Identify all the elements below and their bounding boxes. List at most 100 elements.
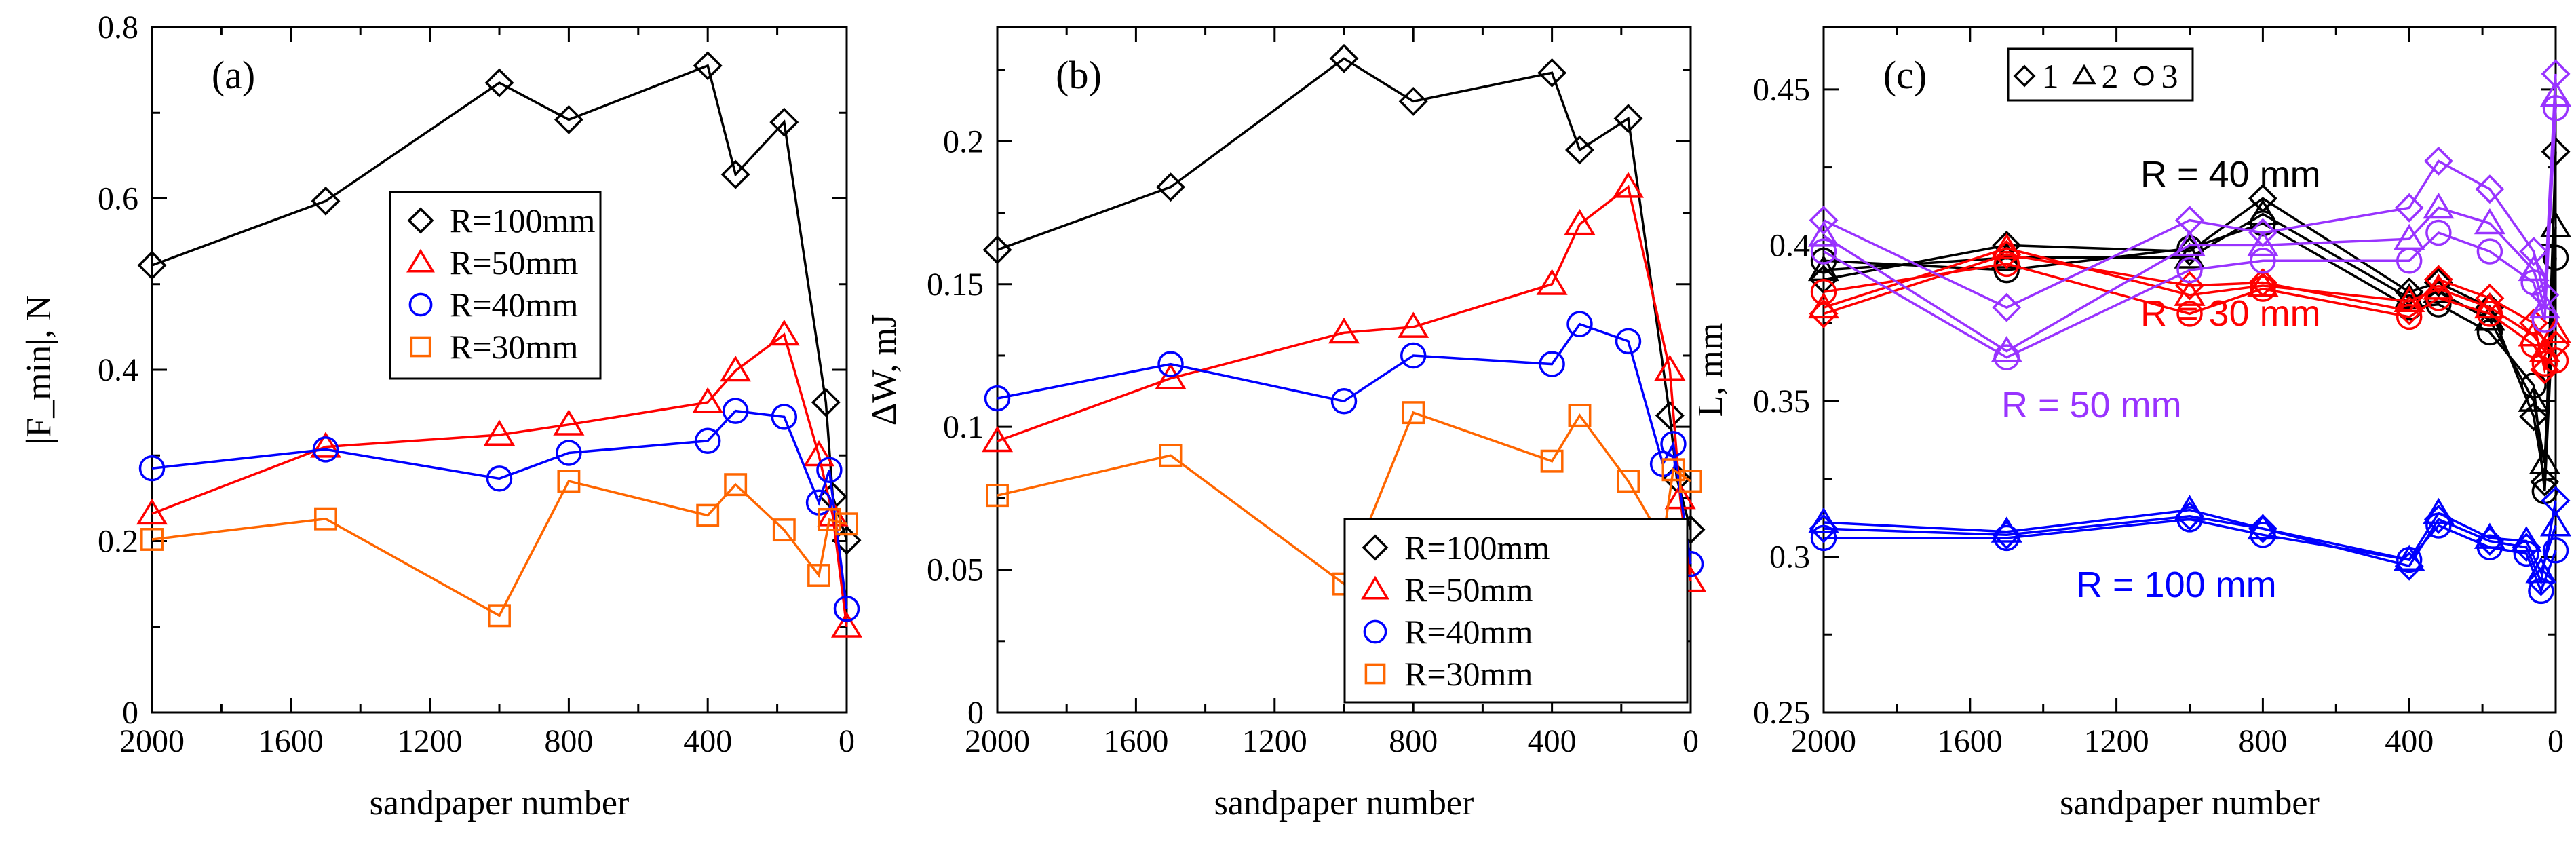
data-point xyxy=(1807,221,1840,247)
data-point xyxy=(486,465,513,492)
data-point xyxy=(982,235,1012,265)
x-tick-label: 800 xyxy=(1389,723,1438,759)
legend-label: R=40mm xyxy=(450,286,578,324)
y-tick-label: 0.1 xyxy=(943,409,984,445)
x-tick-label: 2000 xyxy=(1791,723,1856,759)
data-point xyxy=(1810,524,1837,552)
legend-marker xyxy=(408,292,433,317)
data-point xyxy=(1402,401,1425,425)
x-tick-label: 0 xyxy=(1683,723,1699,759)
legend-label: 3 xyxy=(2161,57,2178,95)
y-axis-title: ΔW, mJ xyxy=(865,314,904,425)
data-point xyxy=(2476,534,2503,560)
y-tick-label: 0.45 xyxy=(1753,72,1810,108)
x-tick-label: 1200 xyxy=(398,723,463,759)
data-point xyxy=(1807,507,1840,533)
data-point xyxy=(771,404,798,430)
data-point xyxy=(2530,355,2560,385)
data-point xyxy=(722,398,749,424)
data-point xyxy=(1159,444,1183,467)
data-point xyxy=(1807,292,1840,319)
series xyxy=(982,43,1706,545)
series-line xyxy=(1823,222,2557,492)
data-point xyxy=(2539,510,2572,537)
x-tick-label: 1200 xyxy=(2084,723,2149,759)
series-line xyxy=(1823,108,2557,359)
data-point xyxy=(2542,537,2569,564)
series-line xyxy=(1824,518,2557,594)
data-point xyxy=(816,457,843,483)
data-point xyxy=(2247,513,2279,540)
y-tick-label: 0 xyxy=(967,695,984,731)
series xyxy=(137,51,862,555)
data-point xyxy=(1398,311,1429,338)
y-tick-label: 0 xyxy=(122,695,138,731)
data-point xyxy=(2423,497,2455,524)
data-point xyxy=(2247,270,2279,297)
data-point xyxy=(309,432,342,458)
data-point xyxy=(2542,347,2569,374)
series-line xyxy=(997,57,1692,531)
x-tick-label: 400 xyxy=(683,723,732,759)
legend-label: R=30mm xyxy=(1404,655,1533,693)
data-point xyxy=(833,596,860,622)
data-point xyxy=(2423,267,2453,297)
data-point xyxy=(484,68,514,98)
legend-marker xyxy=(1363,619,1387,644)
data-point xyxy=(2250,275,2276,302)
data-point xyxy=(1612,172,1645,198)
y-tick-label: 0.2 xyxy=(943,123,984,159)
data-point xyxy=(2513,540,2540,567)
data-point xyxy=(835,512,858,536)
legend-label: 1 xyxy=(2042,57,2059,95)
legend-box xyxy=(2007,47,2194,102)
data-point xyxy=(1398,86,1428,116)
data-point xyxy=(2176,256,2203,284)
series-line xyxy=(1823,95,2557,353)
legend-box xyxy=(389,191,602,380)
series xyxy=(1810,95,2569,370)
series xyxy=(136,319,863,638)
data-point xyxy=(2174,229,2206,256)
y-tick-label: 0.05 xyxy=(927,552,984,588)
data-point xyxy=(2541,59,2571,89)
legend-label: R=100mm xyxy=(1404,529,1550,567)
x-tick-label: 800 xyxy=(2238,723,2287,759)
legend-label: R=30mm xyxy=(450,328,578,366)
data-point xyxy=(724,473,748,497)
legend-label: R=50mm xyxy=(450,244,578,282)
data-point xyxy=(2531,350,2558,377)
data-point xyxy=(1991,336,2022,362)
legend: R=100mm R=50mm R=40mm R=30mm xyxy=(389,191,602,380)
data-point xyxy=(314,507,337,531)
data-point xyxy=(2528,577,2554,605)
series xyxy=(986,401,1702,596)
data-point xyxy=(1660,431,1687,457)
series-line xyxy=(151,409,848,609)
data-point xyxy=(692,387,724,413)
y-tick-label: 0.2 xyxy=(98,524,138,560)
data-point xyxy=(1565,135,1594,165)
data-point xyxy=(2541,137,2571,167)
data-point xyxy=(137,250,167,280)
data-point xyxy=(2475,174,2505,204)
data-point xyxy=(483,419,516,446)
data-point xyxy=(818,508,841,531)
data-point xyxy=(772,518,796,542)
data-point xyxy=(1992,292,2022,322)
series xyxy=(1807,199,2572,474)
data-point xyxy=(2530,467,2560,497)
legend-label: 2 xyxy=(2102,57,2119,95)
data-point xyxy=(2176,506,2203,533)
data-point xyxy=(2423,265,2453,294)
data-point xyxy=(138,455,166,482)
data-point xyxy=(2394,296,2424,326)
data-point xyxy=(1564,208,1596,235)
data-point xyxy=(1537,58,1567,88)
panel-label: (b) xyxy=(1056,53,1102,97)
data-point xyxy=(2542,95,2569,121)
data-point xyxy=(2176,301,2203,327)
data-point xyxy=(557,470,581,493)
data-point xyxy=(1568,404,1592,427)
